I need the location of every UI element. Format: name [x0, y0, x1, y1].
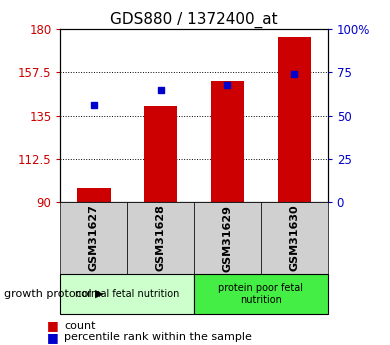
Text: GSM31628: GSM31628 [156, 205, 166, 272]
Text: ■: ■ [47, 331, 58, 344]
Bar [211, 81, 244, 202]
Text: count: count [64, 321, 96, 331]
Text: protein poor fetal
nutrition: protein poor fetal nutrition [218, 283, 303, 305]
Text: GSM31629: GSM31629 [222, 205, 232, 272]
Bar [278, 37, 311, 202]
Text: GSM31627: GSM31627 [89, 205, 99, 272]
Text: growth protocol ▶: growth protocol ▶ [4, 289, 103, 299]
Text: ■: ■ [47, 319, 58, 333]
Bar [77, 188, 110, 202]
Bar [144, 106, 177, 202]
Title: GDS880 / 1372400_at: GDS880 / 1372400_at [110, 12, 278, 28]
Text: GSM31630: GSM31630 [289, 205, 299, 272]
Text: percentile rank within the sample: percentile rank within the sample [64, 333, 252, 342]
Text: normal fetal nutrition: normal fetal nutrition [75, 289, 179, 299]
